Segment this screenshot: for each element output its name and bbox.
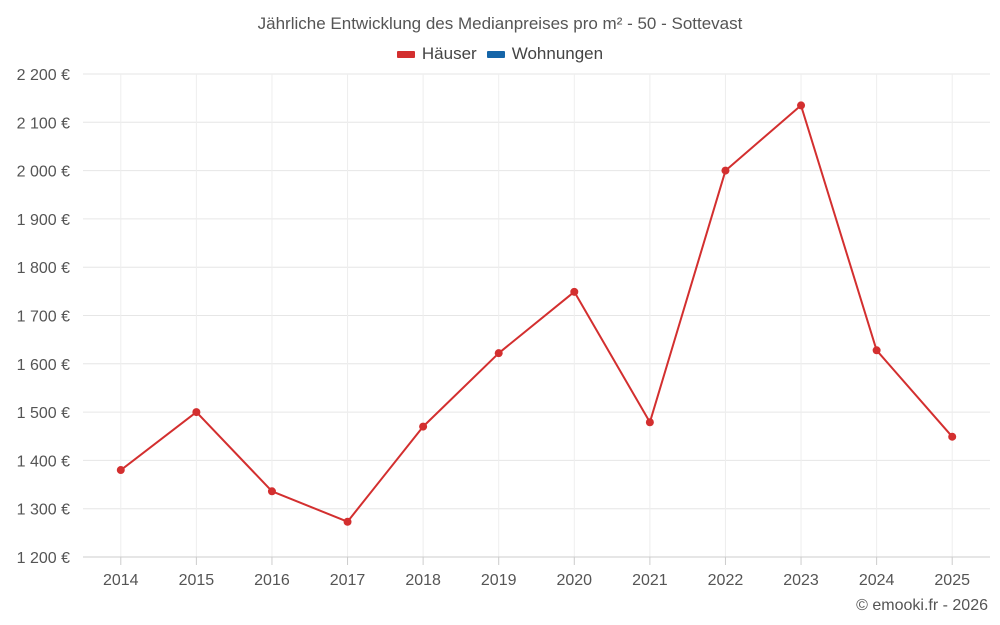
legend-swatch-apartments — [486, 50, 505, 58]
credit-text: © emooki.fr - 2026 — [856, 597, 988, 614]
data-point-2015 — [192, 408, 201, 417]
y-tick-label: 2 000 € — [17, 164, 70, 181]
x-tick-label: 2015 — [179, 572, 215, 589]
x-tick-label: 2018 — [405, 572, 441, 589]
legend-label-apartments: Wohnungen — [511, 44, 604, 63]
x-tick-label: 2020 — [556, 572, 592, 589]
legend-item-houses[interactable]: Häuser — [396, 44, 477, 64]
y-tick-label: 2 100 € — [17, 115, 70, 132]
x-tick-label: 2022 — [708, 572, 744, 589]
x-tick-label: 2017 — [330, 572, 366, 589]
data-point-2019 — [494, 349, 503, 358]
data-point-2016 — [267, 487, 276, 496]
chart-legend: Häuser Wohnungen — [0, 44, 1000, 64]
x-tick-label: 2016 — [254, 572, 290, 589]
data-point-2018 — [419, 422, 428, 431]
legend-label-houses: Häuser — [421, 44, 477, 63]
data-point-2024 — [872, 346, 881, 355]
y-tick-label: 1 800 € — [17, 260, 70, 277]
x-tick-label: 2023 — [783, 572, 819, 589]
data-point-2021 — [645, 418, 654, 427]
chart-title: Jährliche Entwicklung des Medianpreises … — [257, 14, 743, 33]
y-tick-label: 2 200 € — [17, 67, 70, 84]
y-tick-label: 1 700 € — [17, 309, 70, 326]
data-point-2014 — [116, 466, 125, 475]
data-point-2022 — [721, 166, 730, 175]
y-tick-label: 1 500 € — [17, 405, 70, 422]
x-tick-label: 2019 — [481, 572, 517, 589]
x-tick-label: 2025 — [934, 572, 970, 589]
x-tick-label: 2021 — [632, 572, 668, 589]
series-line-houses — [120, 104, 953, 523]
legend-item-apartments[interactable]: Wohnungen — [486, 44, 604, 64]
x-tick-label: 2014 — [103, 572, 139, 589]
y-tick-label: 1 400 € — [17, 453, 70, 470]
data-point-2020 — [570, 287, 579, 296]
y-tick-label: 1 900 € — [17, 212, 70, 229]
data-point-2017 — [343, 517, 352, 526]
data-point-2023 — [797, 101, 806, 110]
y-tick-label: 1 600 € — [17, 357, 70, 374]
data-point-2025 — [948, 432, 957, 441]
legend-swatch-houses — [396, 50, 415, 58]
y-tick-label: 1 300 € — [17, 502, 70, 519]
y-tick-label: 1 200 € — [17, 550, 70, 567]
x-tick-label: 2024 — [859, 572, 895, 589]
